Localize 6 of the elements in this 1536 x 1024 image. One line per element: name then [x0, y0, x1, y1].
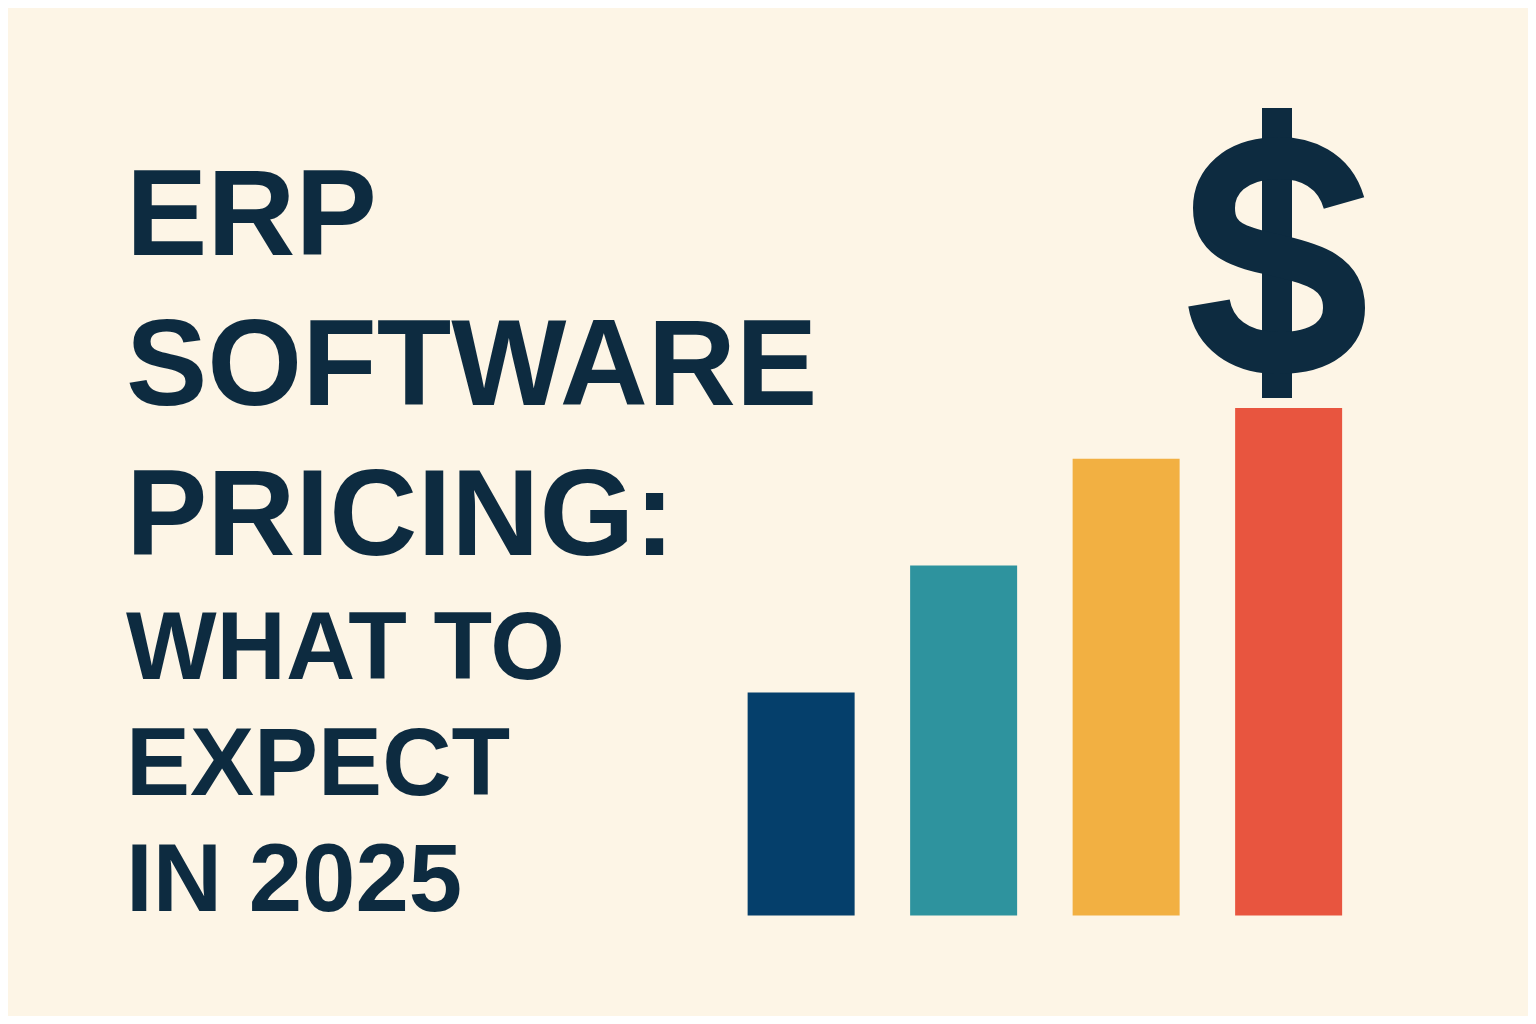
bar: [747, 692, 855, 916]
chart-title: ERP SOFTWARE PRICING:: [126, 144, 819, 583]
text: WHAT TO EXPECT IN 2025: [126, 591, 567, 933]
bar: [1235, 408, 1343, 916]
bar: [1072, 458, 1180, 916]
bar: [910, 565, 1018, 916]
